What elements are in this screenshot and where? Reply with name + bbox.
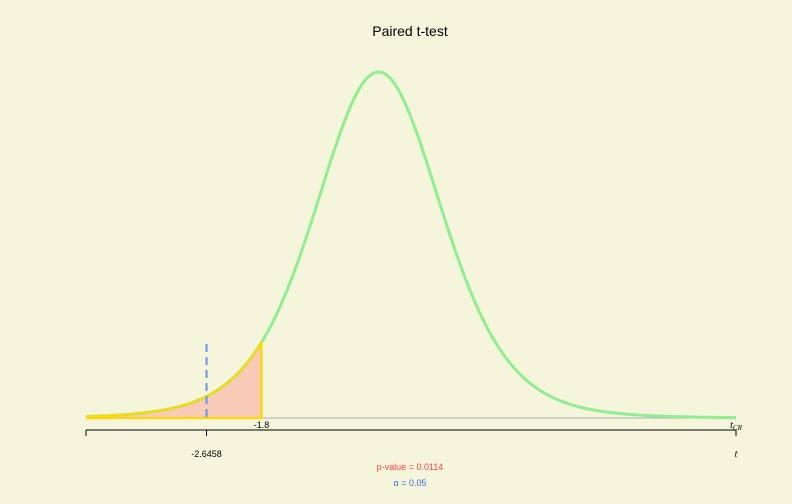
x-axis-label: t — [735, 449, 738, 460]
observed-t-label: -2.6458 — [191, 449, 222, 459]
rejection-region-outline — [85, 341, 263, 420]
chart-title: Paired t-test — [372, 23, 448, 39]
alpha-symbol: α — [394, 478, 399, 488]
alpha-label: α = 0.05 — [394, 478, 427, 488]
critical-axis-subscript: CR — [733, 424, 743, 432]
critical-value-label: -1.8 — [254, 420, 270, 430]
critical-axis-symbol: t — [730, 420, 733, 431]
p-value-label: p-value = 0.0114 — [377, 462, 444, 472]
critical-axis-label: tCR — [730, 420, 742, 432]
rejection-region-area — [86, 342, 262, 418]
alpha-value: = 0.05 — [399, 478, 427, 488]
